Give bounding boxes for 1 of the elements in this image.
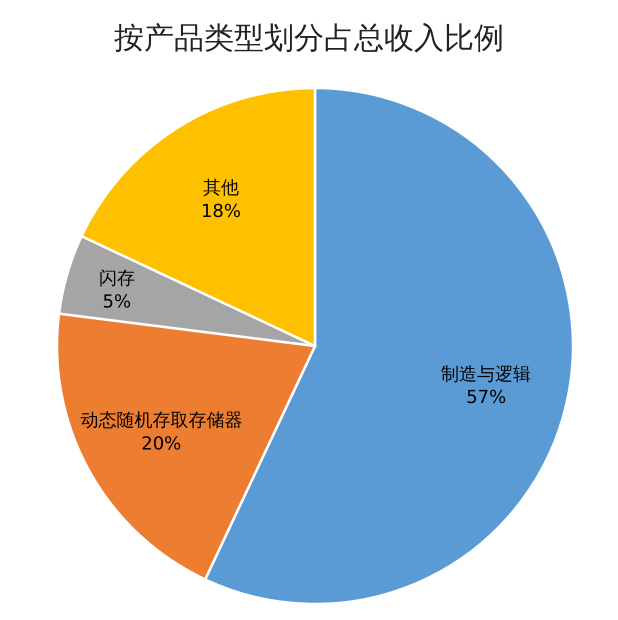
title: 按产品类型划分占总收入比例 (114, 21, 504, 56)
